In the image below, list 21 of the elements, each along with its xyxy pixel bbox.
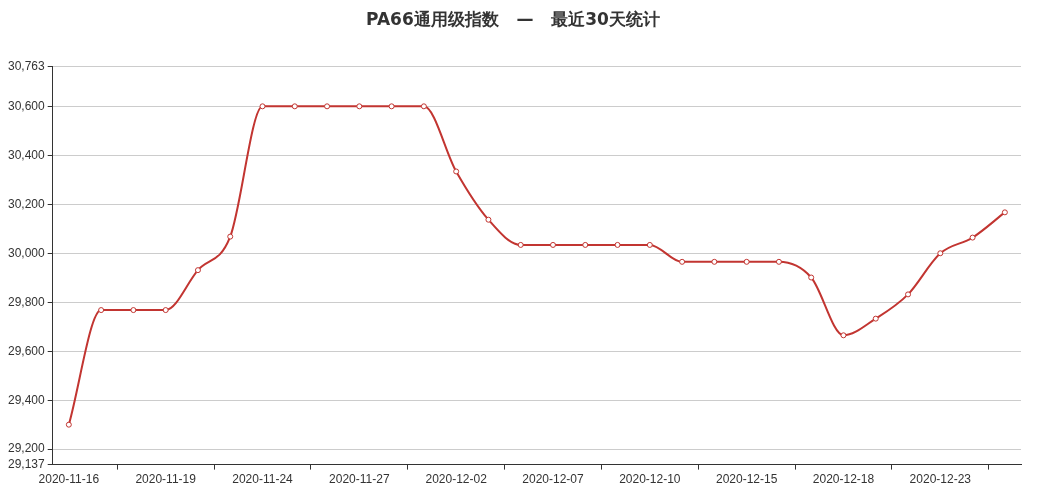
y-tick-label: 29,800	[8, 294, 46, 309]
chart-title: PA66通用级指数 — 最近30天统计	[366, 8, 660, 29]
y-tick-label: 30,200	[8, 196, 46, 211]
x-tick-label: 2020-11-16	[38, 472, 100, 487]
y-tick-label: 29,200	[8, 441, 46, 456]
x-tick-label: 2020-12-10	[619, 472, 681, 487]
x-tick-label: 2020-12-15	[715, 472, 778, 487]
x-tick-label: 2020-12-23	[909, 472, 972, 487]
x-tick-label: 2020-12-07	[522, 472, 584, 487]
y-tick-label: 30,763	[8, 58, 46, 73]
y-tick-label: 30,000	[8, 245, 46, 260]
x-tick-label: 2020-11-19	[135, 472, 197, 487]
x-tick-label: 2020-12-02	[425, 472, 488, 487]
x-tick-label: 2020-11-24	[232, 472, 294, 487]
y-tick-label: 29,600	[8, 343, 46, 358]
y-tick-label: 29,137	[8, 456, 46, 471]
y-tick-label: 29,400	[8, 392, 46, 407]
x-tick-label: 2020-12-18	[812, 472, 875, 487]
y-tick-label: 30,600	[8, 98, 46, 113]
y-tick-label: 30,400	[8, 147, 46, 162]
x-tick-label: 2020-11-27	[329, 472, 390, 487]
